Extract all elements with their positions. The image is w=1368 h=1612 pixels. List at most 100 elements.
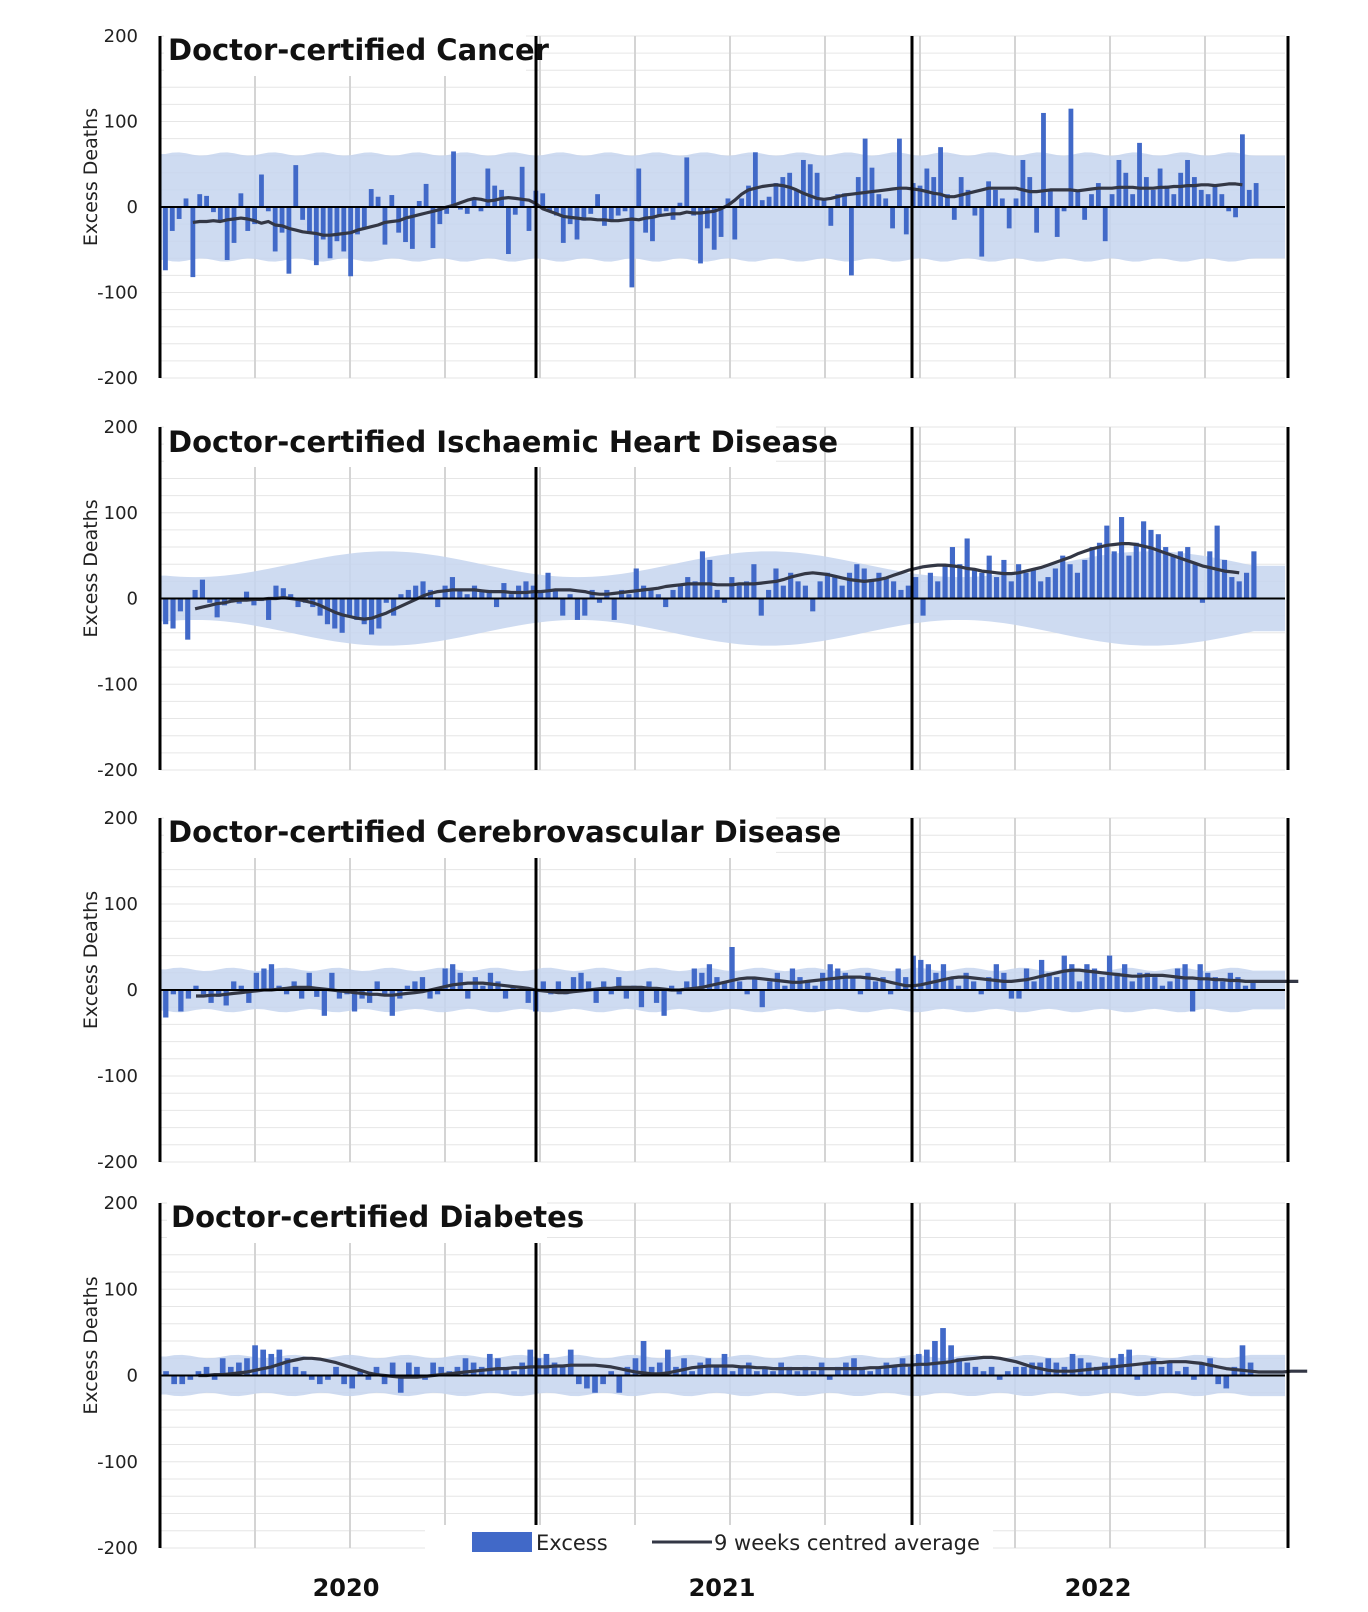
excess-bar bbox=[1212, 185, 1218, 207]
excess-bar bbox=[1214, 525, 1220, 599]
excess-bar bbox=[253, 972, 260, 990]
excess-bar bbox=[632, 1358, 639, 1376]
excess-bar bbox=[355, 207, 360, 235]
excess-bar bbox=[540, 981, 546, 990]
year-label-2022: 2022 bbox=[1065, 1574, 1132, 1602]
excess-bar bbox=[653, 990, 660, 1003]
excess-bar bbox=[1231, 1366, 1238, 1376]
excess-bar bbox=[1077, 1358, 1084, 1376]
excess-bar bbox=[203, 1366, 210, 1376]
y-tick-label: -100 bbox=[97, 1452, 138, 1473]
excess-bar bbox=[980, 1371, 987, 1376]
excess-bar bbox=[581, 207, 587, 221]
excess-bar bbox=[1212, 977, 1218, 990]
excess-bar bbox=[1020, 159, 1026, 207]
excess-bar bbox=[1199, 1362, 1205, 1376]
excess-bar bbox=[999, 198, 1005, 207]
excess-bar bbox=[869, 167, 875, 207]
excess-bar bbox=[471, 585, 478, 599]
excess-bar bbox=[699, 972, 705, 990]
excess-bar bbox=[932, 1341, 938, 1376]
excess-bar bbox=[828, 207, 834, 226]
excess-bar bbox=[333, 1366, 339, 1376]
excess-bar bbox=[1116, 159, 1122, 207]
excess-bar bbox=[773, 568, 779, 599]
excess-bar bbox=[745, 1362, 752, 1376]
excess-bar bbox=[238, 985, 244, 990]
excess-bar bbox=[986, 181, 992, 207]
excess-bar bbox=[611, 598, 617, 620]
excess-bar bbox=[1041, 112, 1046, 207]
excess-bar bbox=[699, 551, 706, 599]
excess-bar bbox=[940, 964, 947, 990]
excess-bar bbox=[236, 1362, 242, 1376]
y-tick-label: -200 bbox=[97, 368, 138, 389]
excess-bar bbox=[454, 1366, 461, 1376]
excess-bar bbox=[746, 185, 751, 207]
excess-bar bbox=[1013, 1366, 1019, 1376]
excess-bar bbox=[1223, 1375, 1230, 1389]
legend-excess-swatch bbox=[472, 1532, 532, 1552]
excess-bar bbox=[193, 985, 199, 990]
excess-bar bbox=[608, 1371, 615, 1376]
excess-bar bbox=[231, 981, 237, 990]
excess-bar bbox=[169, 207, 175, 231]
average-line bbox=[192, 182, 1243, 237]
excess-bar bbox=[368, 598, 375, 635]
excess-bar bbox=[935, 581, 941, 599]
excess-bar bbox=[623, 990, 629, 999]
y-tick-label: 100 bbox=[104, 1279, 138, 1300]
excess-bar bbox=[192, 589, 198, 599]
excess-bar bbox=[1243, 572, 1250, 599]
excess-bar bbox=[737, 1366, 744, 1376]
excess-bar bbox=[171, 1375, 177, 1385]
excess-bar bbox=[1006, 207, 1012, 229]
excess-bar bbox=[502, 990, 509, 999]
excess-bar bbox=[1215, 1375, 1222, 1385]
excess-bar bbox=[405, 589, 411, 599]
excess-bar bbox=[1068, 108, 1074, 207]
excess-bar bbox=[238, 193, 244, 207]
excess-bar bbox=[883, 577, 889, 599]
excess-bar bbox=[508, 594, 514, 599]
excess-bar bbox=[897, 138, 902, 207]
excess-bar bbox=[1099, 977, 1105, 990]
excess-bar bbox=[348, 207, 354, 277]
y-tick-label: 0 bbox=[127, 589, 138, 610]
excess-bar bbox=[570, 977, 577, 990]
excess-bar bbox=[770, 1371, 776, 1376]
excess-bar bbox=[397, 1375, 404, 1393]
y-tick-label: -200 bbox=[97, 1538, 138, 1559]
excess-bar bbox=[1126, 555, 1132, 599]
excess-bar bbox=[868, 581, 875, 599]
excess-bar bbox=[354, 598, 360, 620]
excess-bar bbox=[867, 1371, 874, 1376]
excess-bar bbox=[183, 198, 189, 207]
excess-bar bbox=[924, 168, 930, 207]
excess-bar bbox=[268, 1353, 275, 1376]
excess-bar bbox=[492, 185, 498, 207]
excess-bar bbox=[284, 1358, 291, 1376]
excess-bar bbox=[596, 598, 603, 603]
excess-bar bbox=[920, 598, 926, 616]
excess-bar bbox=[1114, 972, 1120, 990]
excess-bar bbox=[346, 598, 353, 616]
excess-bar bbox=[762, 1366, 768, 1376]
excess-bar bbox=[1159, 985, 1166, 990]
excess-bar bbox=[334, 207, 340, 242]
excess-bar bbox=[265, 207, 271, 212]
excess-bar bbox=[1001, 559, 1007, 599]
excess-bar bbox=[435, 598, 441, 608]
excess-bar bbox=[227, 1366, 234, 1376]
excess-bar bbox=[427, 990, 433, 999]
excess-bar bbox=[307, 207, 312, 233]
excess-bar bbox=[622, 207, 628, 212]
excess-bar bbox=[616, 1375, 623, 1393]
excess-bar bbox=[464, 207, 470, 214]
excess-bar bbox=[851, 1358, 857, 1376]
excess-bar bbox=[861, 568, 867, 599]
excess-bar bbox=[1251, 551, 1257, 599]
excess-bar bbox=[978, 990, 984, 995]
excess-bar bbox=[223, 990, 229, 1006]
excess-bar bbox=[1133, 542, 1139, 599]
